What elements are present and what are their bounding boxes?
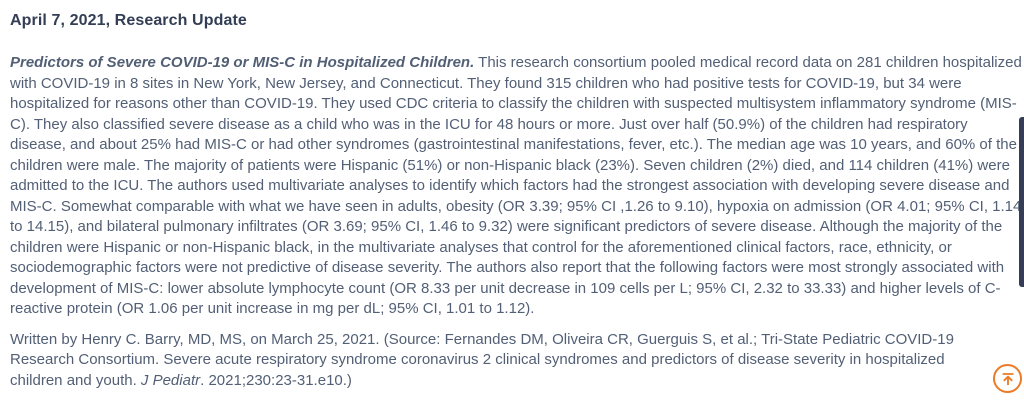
page-title: April 7, 2021, Research Update xyxy=(10,12,247,29)
article-body-text: This research consortium pooled medical … xyxy=(10,54,1022,317)
journal-name: J Pediatr xyxy=(140,371,201,389)
attribution-text-after-journal: . 2021;230:23-31.e10.) xyxy=(200,371,352,389)
back-to-top-button[interactable] xyxy=(993,364,1022,393)
arrow-up-to-top-icon xyxy=(1000,371,1016,387)
article-paragraph: Predictors of Severe COVID-19 or MIS-C i… xyxy=(10,53,1024,320)
vertical-scrollbar-thumb[interactable] xyxy=(1019,117,1024,287)
attribution-text-before-journal: Written by Henry C. Barry, MD, MS, on Ma… xyxy=(10,330,954,389)
attribution-paragraph: Written by Henry C. Barry, MD, MS, on Ma… xyxy=(10,330,975,392)
article-lead-title: Predictors of Severe COVID-19 or MIS-C i… xyxy=(10,54,475,71)
